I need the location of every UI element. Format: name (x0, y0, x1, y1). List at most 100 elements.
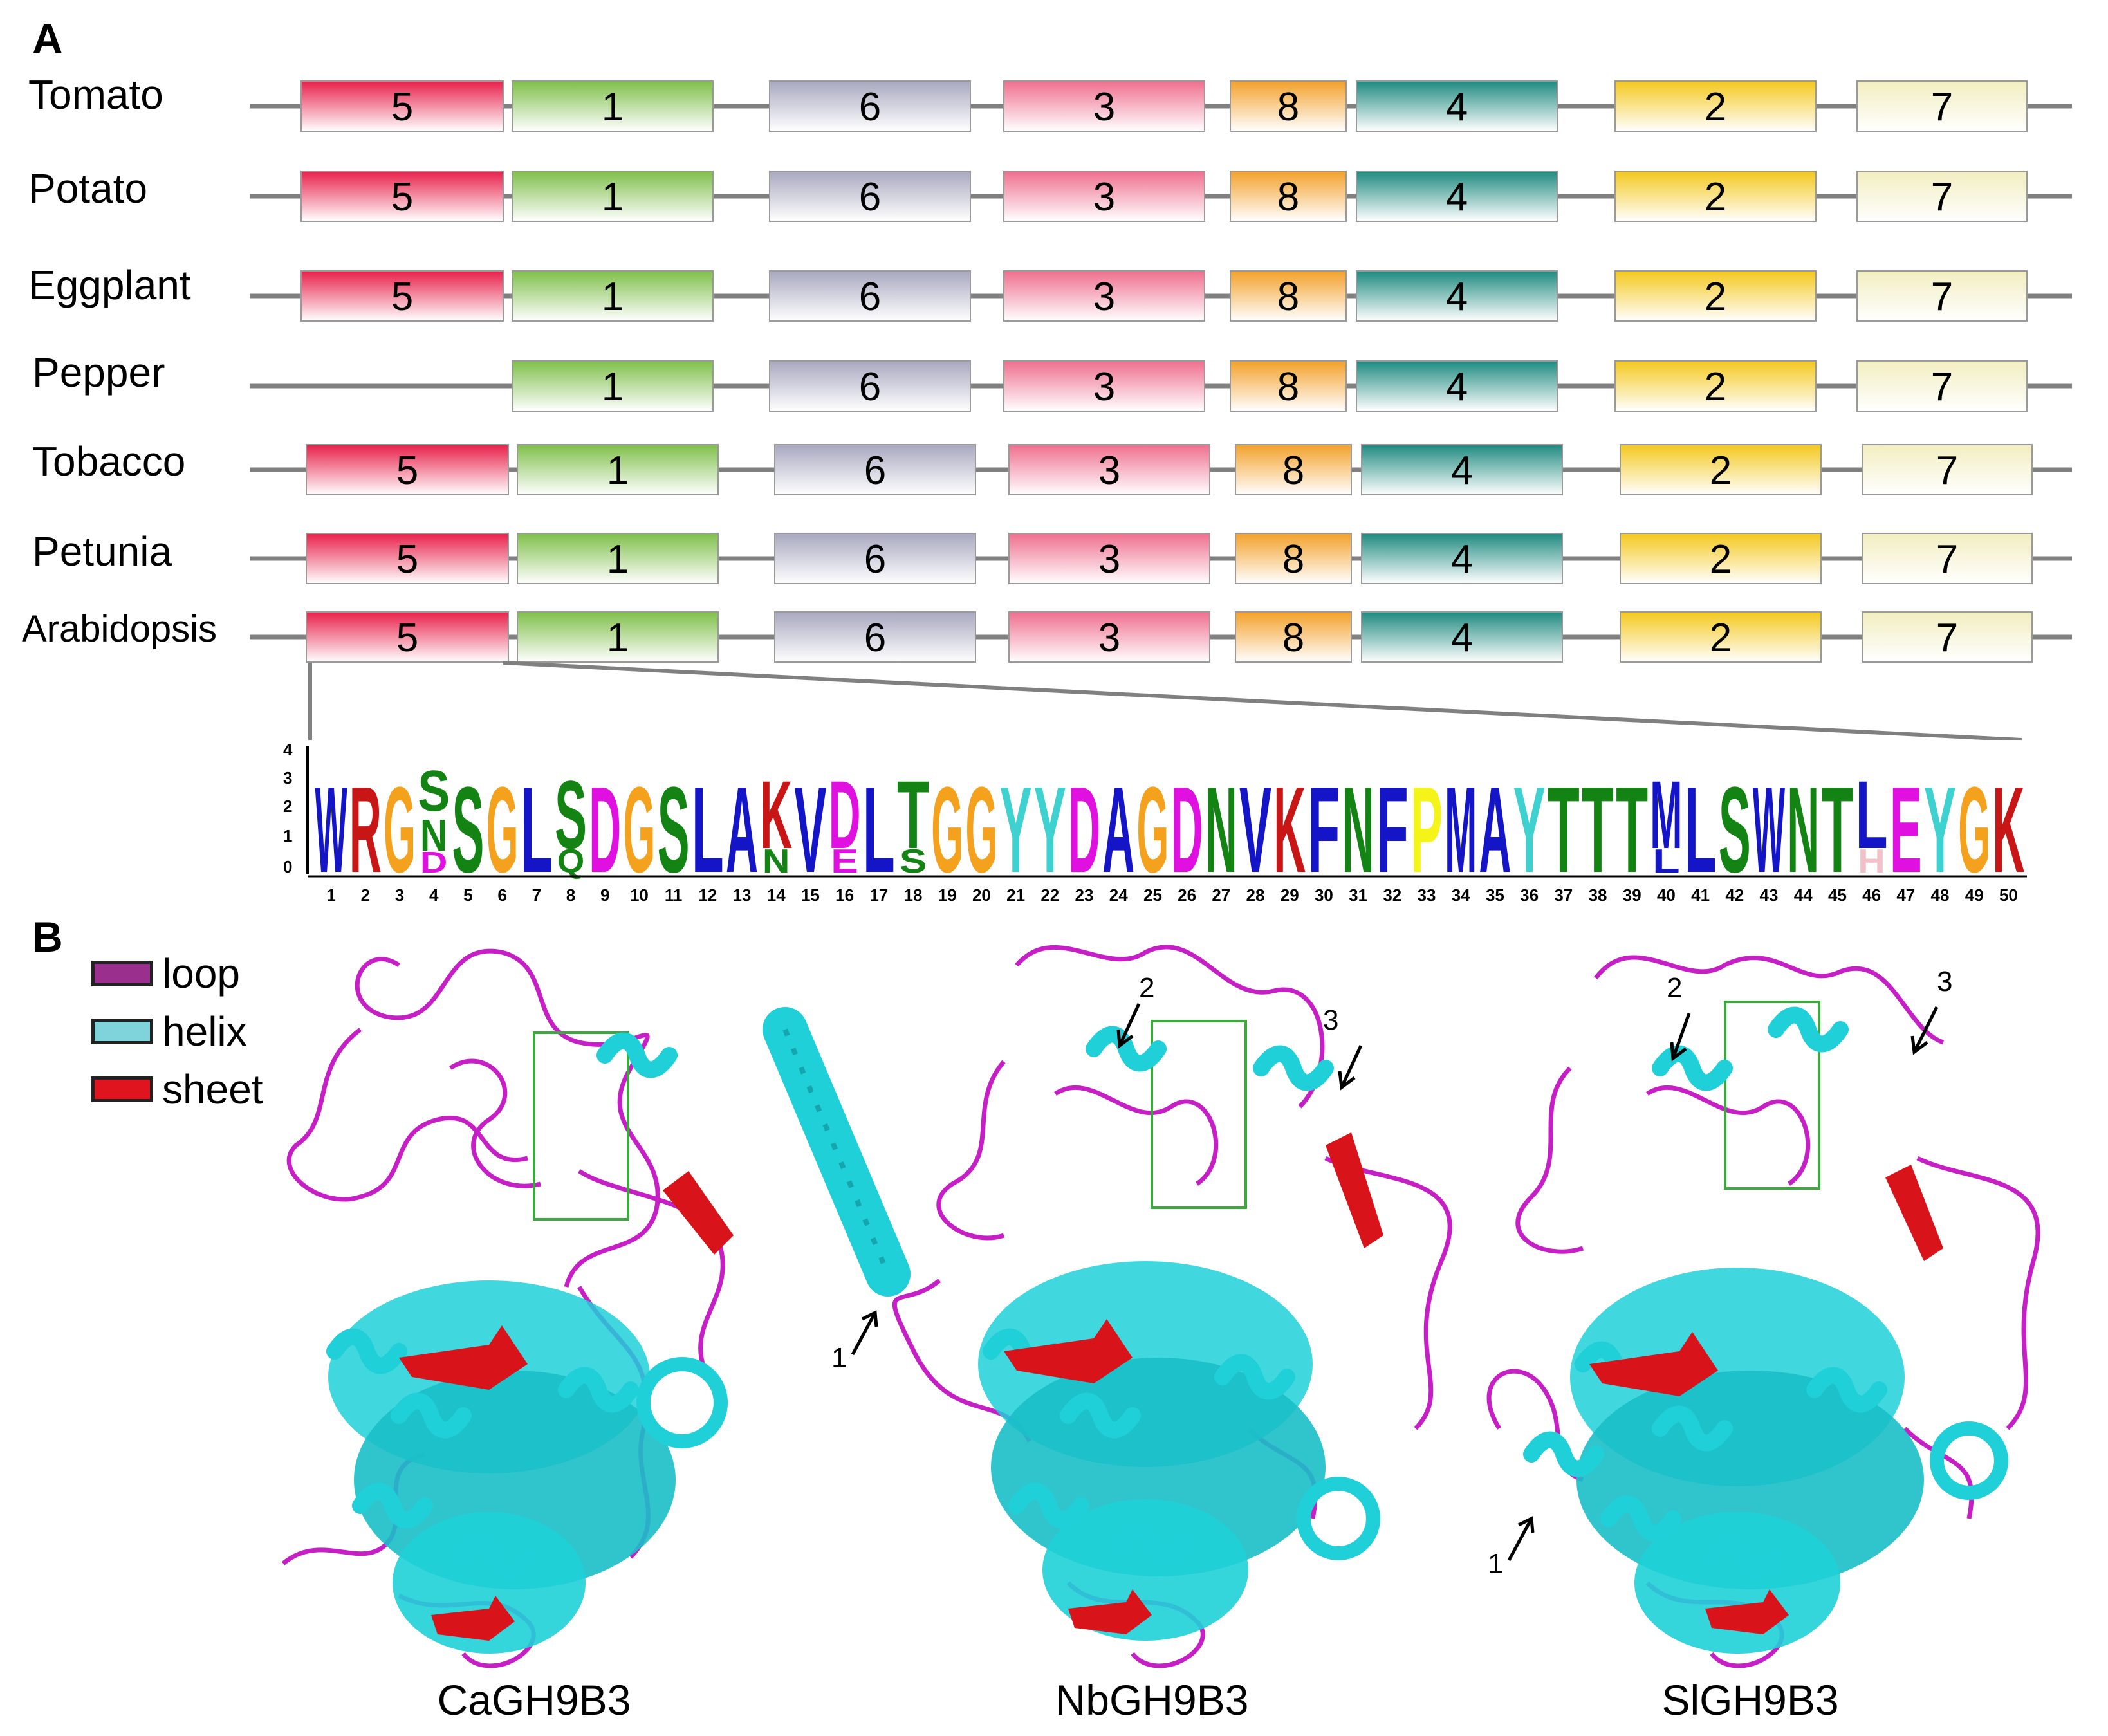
logo-residue: Y (1034, 762, 1066, 898)
logo-residue: D (589, 762, 621, 898)
logo-position: 49 (1965, 885, 1984, 905)
motif-number: 2 (1705, 175, 1726, 219)
sheet-region (399, 1171, 734, 1641)
motif-box-7 (1856, 80, 2028, 132)
motif-box-3 (1003, 360, 1205, 412)
legend-sheet-label: sheet (162, 1066, 263, 1113)
motif-number: 8 (1282, 448, 1304, 493)
motif-number: 5 (396, 448, 418, 493)
logo-position: 3 (395, 885, 404, 905)
motif-number: 4 (1446, 175, 1468, 219)
motif-number: 8 (1277, 365, 1299, 409)
structure-nbgh9b3: 1 2 3 (831, 945, 1452, 1668)
motif-number: 1 (607, 616, 629, 660)
logo-position: 17 (869, 885, 888, 905)
logo-position: 42 (1725, 885, 1744, 905)
motif-box-2 (1614, 171, 1817, 222)
logo-residue: N (1205, 762, 1237, 898)
motif-number: 3 (1093, 85, 1115, 129)
motif-number: 8 (1282, 616, 1304, 660)
motif-number: 4 (1451, 537, 1473, 582)
logo-residue: N (1787, 762, 1819, 898)
motif-box-2 (1620, 444, 1822, 495)
logo-residue: L (692, 762, 724, 898)
logo-y-axis: 4 3 2 1 0 (283, 740, 309, 876)
logo-residue: S (1719, 762, 1751, 898)
highlight-box (1151, 1020, 1247, 1209)
motif-number: 1 (602, 275, 624, 319)
motif-number: 7 (1931, 365, 1953, 409)
logo-position: 28 (1246, 885, 1265, 905)
motif-number: 7 (1931, 275, 1953, 319)
logo-position: 48 (1931, 885, 1950, 905)
motif-box-7 (1862, 533, 2033, 584)
logo-position: 9 (600, 885, 609, 905)
motif-box-5 (306, 444, 509, 495)
logo-residue: K (1992, 762, 2024, 898)
arrow-label-2: 2 (1139, 972, 1154, 1004)
motif-number: 3 (1093, 365, 1115, 409)
logo-position: 5 (463, 885, 472, 905)
logo-residue: N (1342, 762, 1374, 898)
structure-label-nbgh9b3: NbGH9B3 (1055, 1676, 1249, 1724)
structure-slgh9b3: 1 2 3 (1486, 955, 2040, 1668)
helix-region (1531, 1015, 2008, 1654)
motif-box-2 (1620, 611, 1822, 663)
logo-position: 27 (1212, 885, 1230, 905)
motif-box-5 (300, 270, 504, 322)
logo-position: 18 (904, 885, 923, 905)
logo-residue: F (1308, 762, 1340, 898)
logo-position: 12 (698, 885, 717, 905)
logo-position: 25 (1143, 885, 1162, 905)
logo-residue: G (965, 762, 997, 898)
logo-residue: D (1171, 762, 1203, 898)
motif-number: 6 (859, 175, 881, 219)
logo-position: 30 (1315, 885, 1333, 905)
motif-box-8 (1230, 360, 1347, 412)
logo-residue: W (315, 762, 347, 898)
sheet-swatch (91, 1076, 153, 1102)
logo-residue: G (931, 762, 963, 898)
zoom-line (503, 661, 2022, 740)
arrow-label-3: 3 (1937, 966, 1952, 997)
motif-box-1 (512, 360, 714, 412)
logo-residue: G (1136, 762, 1169, 898)
motif-box-7 (1862, 611, 2033, 663)
motif-box-1 (512, 270, 714, 322)
motif-box-4 (1361, 611, 1563, 663)
logo-residue: K (760, 761, 792, 869)
motif-box-3 (1008, 533, 1210, 584)
logo-position: 22 (1040, 885, 1059, 905)
logo-residue: D (1068, 762, 1100, 898)
logo-residue: A (726, 762, 758, 898)
motif-box-6 (769, 270, 971, 322)
logo-residue: V (1239, 762, 1271, 898)
logo-residue: R (349, 762, 382, 898)
logo-residue: N (763, 843, 790, 880)
logo-position: 43 (1760, 885, 1779, 905)
motif-number: 6 (859, 275, 881, 319)
logo-y-tick: 1 (283, 826, 292, 845)
motif-box-8 (1235, 444, 1352, 495)
logo-residue: S (452, 762, 484, 898)
motif-box-8 (1230, 270, 1347, 322)
logo-position: 47 (1896, 885, 1915, 905)
logo-position: 2 (361, 885, 370, 905)
motif-box-7 (1856, 270, 2028, 322)
arrow-label-1: 1 (1488, 1548, 1503, 1580)
species-label-pepper: Pepper (32, 349, 165, 396)
motif-box-7 (1856, 360, 2028, 412)
panel-a-letter: A (32, 15, 63, 62)
logo-position: 32 (1383, 885, 1401, 905)
motif-box-4 (1356, 360, 1558, 412)
species-label-tobacco: Tobacco (32, 438, 186, 485)
logo-residue: G (486, 762, 519, 898)
species-label-petunia: Petunia (32, 528, 172, 575)
logo-position: 40 (1657, 885, 1676, 905)
motif-box-1 (517, 444, 719, 495)
logo-position: 11 (665, 885, 683, 905)
motif-number: 1 (607, 448, 629, 493)
logo-position: 36 (1520, 885, 1539, 905)
motif-number: 6 (864, 616, 886, 660)
logo-position: 34 (1452, 885, 1470, 905)
